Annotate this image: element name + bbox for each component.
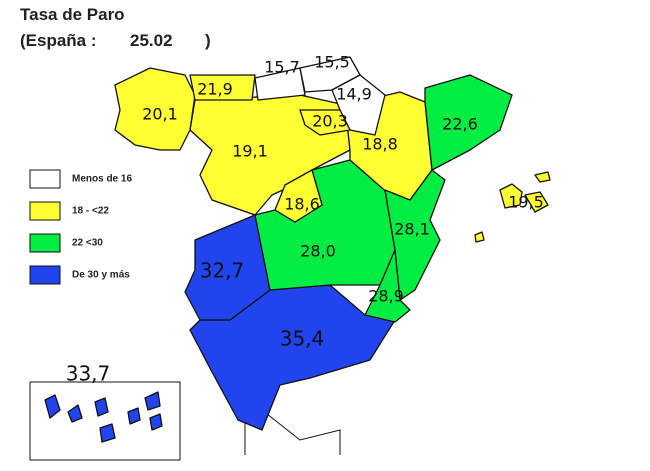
region-label: 33,7 [66,362,111,386]
region-shape [99,423,116,443]
region-shape [474,231,485,243]
legend-label: 18 - <22 [72,206,109,217]
legend-swatch [29,201,61,221]
region-shape [189,74,256,101]
legend-label: De 30 y más [72,270,130,281]
region-label: 22,6 [442,115,478,134]
region-shape [499,183,523,209]
subtitle-suffix: ) [205,31,211,50]
region-shape [424,74,513,171]
region-label: 20,1 [142,105,178,124]
region-shape [534,171,551,183]
region-label: 35,4 [280,327,325,351]
region-shape [67,404,83,423]
region-shape [94,397,109,417]
region-shape [254,67,306,101]
region-shape [114,67,196,151]
regions: 33,7 35,4 32,7 28,0 19,1 18,6 18,8 22,6 28,1 28,9… [44,53,551,443]
region-label: 20,3 [312,112,348,131]
region-label: 14,9 [336,85,372,104]
region-label: 19,5 [508,193,544,212]
region-label: 28,0 [300,242,336,261]
region-label: 18,8 [362,135,398,154]
region-label: 15,5 [314,53,350,72]
region-shape [127,407,141,425]
region-label: 28,1 [394,220,430,239]
subtitle-prefix: (España : [20,31,97,50]
legend-swatch [29,169,61,189]
legend-label: 22 <30 [72,238,103,249]
canarias-frame [29,381,181,461]
region-label: 21,9 [197,80,233,99]
region-shape [149,413,163,431]
legend: Menos de 16 18 - <22 22 <30 De 30 y más [29,169,132,285]
region-shape [144,391,161,411]
region-shape [384,169,446,301]
region-shape [524,191,549,213]
region-label: 28,9 [368,287,404,306]
region-label: 18,6 [284,195,320,214]
region-label: 32,7 [200,259,245,283]
legend-swatch [29,233,61,253]
region-shape [364,249,411,323]
region-shape [44,394,61,419]
national-value: 25.02 [130,31,173,50]
region-shape [299,109,351,136]
region-label: 15,7 [264,58,300,77]
region-shape [274,169,323,223]
legend-label: Menos de 16 [72,174,132,185]
legend-swatch [29,265,61,285]
map-title: Tasa de Paro [20,5,125,24]
region-label: 19,1 [232,142,268,161]
